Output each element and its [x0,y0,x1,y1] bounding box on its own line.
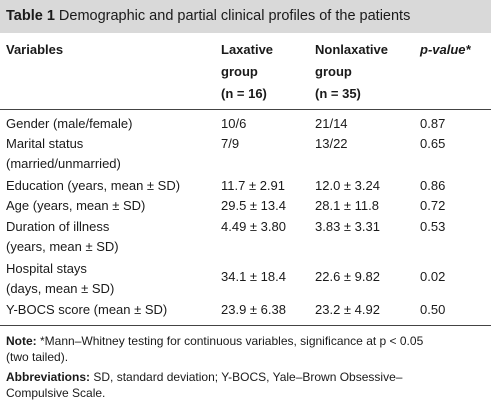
row-laxative-value: 34.1 ± 18.4 [221,269,286,284]
header-laxative-3: (n = 16) [221,86,267,101]
abbreviations-text: SD, standard deviation; Y-BOCS, Yale–Bro… [93,370,403,384]
abbreviations: Abbreviations: SD, standard deviation; Y… [6,369,402,385]
abbreviations-label: Abbreviations: [6,370,91,384]
row-nonlaxative-value: 23.2 ± 4.92 [315,302,380,317]
note-label: Note: [6,334,37,348]
row-pvalue: 0.87 [420,116,446,131]
row-nonlaxative-value: 12.0 ± 3.24 [315,178,380,193]
row-laxative-value: 4.49 ± 3.80 [221,219,286,234]
table-note: Note: *Mann–Whitney testing for continuo… [6,333,423,349]
header-nonlaxative-2: group [315,64,352,79]
row-nonlaxative-value: 22.6 ± 9.82 [315,269,380,284]
row-label: Hospital stays [6,261,87,276]
table-bottom-rule [0,325,491,326]
header-laxative-1: Laxative [221,42,274,57]
row-label-line2: (days, mean ± SD) [6,281,115,296]
row-label: Age (years, mean ± SD) [6,198,146,213]
row-label: Education (years, mean ± SD) [6,178,181,193]
row-label-line2: (years, mean ± SD) [6,239,119,254]
note-text: *Mann–Whitney testing for continuous var… [40,334,424,348]
row-laxative-value: 29.5 ± 13.4 [221,198,286,213]
row-pvalue: 0.53 [420,219,446,234]
row-label-line2: (married/unmarried) [6,156,121,171]
header-nonlaxative-3: (n = 35) [315,86,361,101]
row-nonlaxative-value: 3.83 ± 3.31 [315,219,380,234]
table-number: Table 1 [6,8,55,24]
row-label: Gender (male/female) [6,116,133,131]
row-pvalue: 0.65 [420,136,446,151]
row-pvalue: 0.72 [420,198,446,213]
row-label: Duration of illness [6,219,110,234]
table-caption: Demographic and partial clinical profile… [58,8,411,24]
row-laxative-value: 7/9 [221,136,240,151]
row-laxative-value: 23.9 ± 6.38 [221,302,286,317]
note-text-line2: (two tailed). [6,350,69,364]
row-label: Marital status [6,136,84,151]
row-pvalue: 0.50 [420,302,446,317]
row-nonlaxative-value: 13/22 [315,136,348,151]
header-rule [0,109,491,110]
header-laxative-2: group [221,64,258,79]
row-laxative-value: 11.7 ± 2.91 [221,178,285,193]
row-nonlaxative-value: 21/14 [315,116,348,131]
table-title-bar [0,0,491,33]
table-title: Table 1 Demographic and partial clinical… [6,8,410,24]
row-laxative-value: 10/6 [221,116,247,131]
header-variables: Variables [6,42,64,57]
row-pvalue: 0.02 [420,269,446,284]
header-pvalue: p-value* [420,42,471,57]
abbreviations-text-line2: Compulsive Scale. [6,386,106,400]
row-label: Y-BOCS score (mean ± SD) [6,302,168,317]
row-pvalue: 0.86 [420,178,446,193]
row-nonlaxative-value: 28.1 ± 11.8 [315,198,379,213]
header-nonlaxative-1: Nonlaxative [315,42,388,57]
